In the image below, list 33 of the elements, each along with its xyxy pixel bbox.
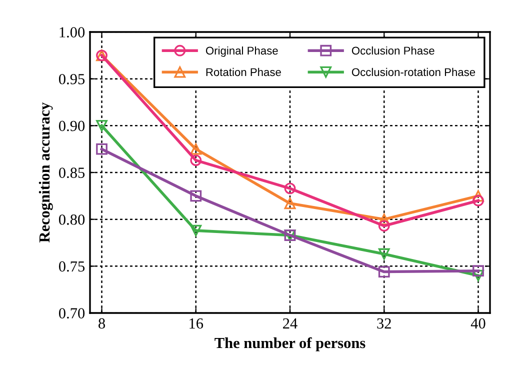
y-tick-label: 0.85 bbox=[58, 168, 85, 178]
point bbox=[378, 214, 390, 226]
legend-label: Occlusion Phase bbox=[352, 46, 434, 55]
point bbox=[378, 220, 390, 232]
y-tick-label: 0.75 bbox=[58, 261, 85, 272]
point bbox=[190, 190, 202, 202]
x-tick-label: 40 bbox=[470, 318, 486, 329]
legend-label: Occlusion-rotation Phase bbox=[352, 68, 476, 76]
point bbox=[284, 182, 296, 194]
point bbox=[190, 143, 202, 155]
y-tick-label: 0.95 bbox=[58, 74, 85, 84]
point bbox=[378, 266, 390, 278]
point bbox=[472, 265, 484, 277]
point bbox=[96, 120, 108, 132]
x-tick-label: 16 bbox=[190, 318, 204, 329]
x-axis-title: The number of persons bbox=[214, 337, 366, 352]
x-tick-label: 32 bbox=[377, 318, 391, 329]
y-tick-label: 0.70 bbox=[58, 308, 85, 319]
y-tick-label: 0.90 bbox=[58, 120, 85, 132]
y-axis-title: Recognition accuracy bbox=[38, 102, 53, 242]
x-tick-label: 24 bbox=[283, 318, 298, 328]
point bbox=[284, 198, 296, 210]
point bbox=[190, 154, 202, 166]
point bbox=[96, 143, 108, 155]
legend-label: Original Phase bbox=[206, 46, 278, 57]
point bbox=[190, 224, 202, 236]
legend-label: Rotation Phase bbox=[206, 68, 281, 76]
point bbox=[472, 190, 484, 202]
y-tick-label: 0.80 bbox=[58, 214, 85, 225]
point bbox=[472, 194, 484, 206]
y-tick-label: 1.00 bbox=[60, 27, 85, 38]
point bbox=[378, 248, 390, 260]
x-tick-label: 8 bbox=[98, 318, 105, 329]
